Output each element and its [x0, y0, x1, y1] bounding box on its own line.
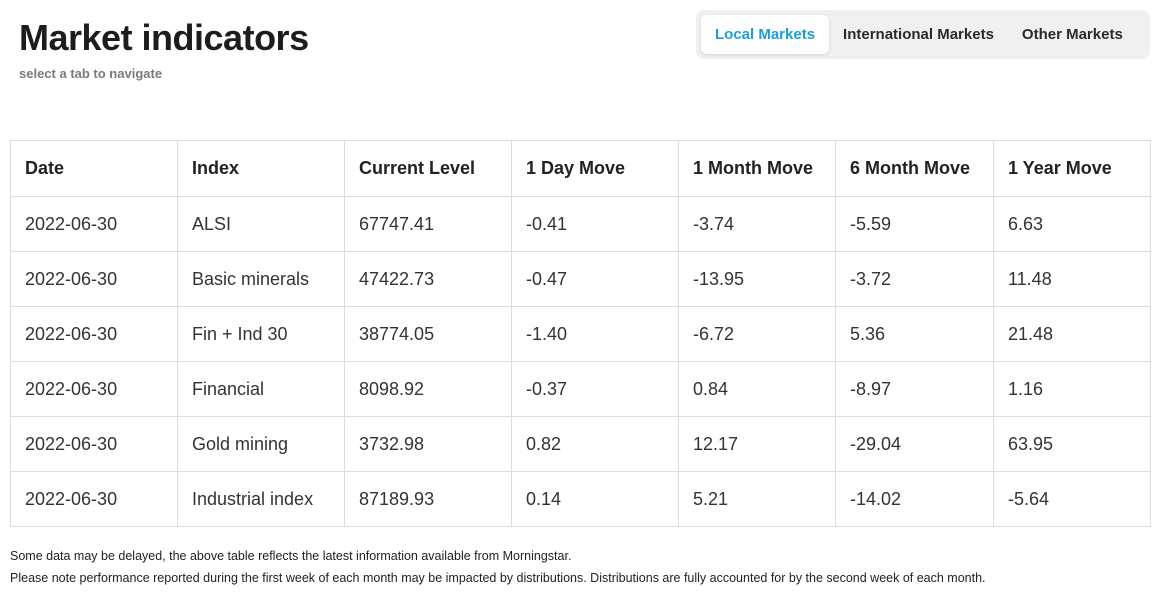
cell-1-day-move: -0.37	[511, 361, 679, 417]
cell-current-level: 38774.05	[344, 306, 512, 362]
table-row: 2022-06-30 ALSI 67747.41 -0.41 -3.74 -5.…	[10, 196, 1151, 252]
market-tab-bar: Local Markets International Markets Othe…	[696, 10, 1150, 59]
column-header-current-level: Current Level	[344, 140, 512, 197]
cell-date: 2022-06-30	[10, 471, 178, 527]
column-header-6-month-move: 6 Month Move	[835, 140, 994, 197]
cell-1-day-move: 0.82	[511, 416, 679, 472]
tab-international-markets[interactable]: International Markets	[843, 26, 994, 43]
cell-6-month-move: -14.02	[835, 471, 994, 527]
column-header-date: Date	[10, 140, 178, 197]
cell-1-month-move: -3.74	[678, 196, 836, 252]
cell-1-year-move: 21.48	[993, 306, 1151, 362]
cell-current-level: 47422.73	[344, 251, 512, 307]
cell-1-year-move: -5.64	[993, 471, 1151, 527]
footnote-data-delay: Some data may be delayed, the above tabl…	[10, 549, 572, 563]
footnote-distributions: Please note performance reported during …	[10, 571, 986, 585]
cell-index: ALSI	[177, 196, 345, 252]
page-subtitle: select a tab to navigate	[19, 66, 163, 81]
market-indicators-table: Date Index Current Level 1 Day Move 1 Mo…	[10, 140, 1151, 527]
cell-1-month-move: 5.21	[678, 471, 836, 527]
table-row: 2022-06-30 Gold mining 3732.98 0.82 12.1…	[10, 416, 1151, 472]
cell-1-day-move: -0.47	[511, 251, 679, 307]
cell-1-month-move: 0.84	[678, 361, 836, 417]
cell-1-year-move: 11.48	[993, 251, 1151, 307]
cell-1-year-move: 63.95	[993, 416, 1151, 472]
cell-index: Fin + Ind 30	[177, 306, 345, 362]
cell-1-month-move: -6.72	[678, 306, 836, 362]
tab-other-markets[interactable]: Other Markets	[1021, 26, 1123, 43]
cell-1-day-move: -1.40	[511, 306, 679, 362]
cell-6-month-move: -8.97	[835, 361, 994, 417]
cell-1-year-move: 1.16	[993, 361, 1151, 417]
cell-current-level: 8098.92	[344, 361, 512, 417]
cell-date: 2022-06-30	[10, 251, 178, 307]
table-header-row: Date Index Current Level 1 Day Move 1 Mo…	[10, 140, 1151, 197]
table-row: 2022-06-30 Financial 8098.92 -0.37 0.84 …	[10, 361, 1151, 417]
column-header-1-month-move: 1 Month Move	[678, 140, 836, 197]
table-body: 2022-06-30 ALSI 67747.41 -0.41 -3.74 -5.…	[10, 196, 1151, 527]
cell-date: 2022-06-30	[10, 196, 178, 252]
cell-1-month-move: 12.17	[678, 416, 836, 472]
cell-current-level: 67747.41	[344, 196, 512, 252]
cell-date: 2022-06-30	[10, 306, 178, 362]
cell-6-month-move: -5.59	[835, 196, 994, 252]
footnotes: Some data may be delayed, the above tabl…	[10, 545, 986, 589]
cell-1-day-move: 0.14	[511, 471, 679, 527]
cell-1-month-move: -13.95	[678, 251, 836, 307]
cell-1-year-move: 6.63	[993, 196, 1151, 252]
column-header-index: Index	[177, 140, 345, 197]
page-title: Market indicators	[19, 17, 309, 58]
cell-current-level: 87189.93	[344, 471, 512, 527]
cell-index: Gold mining	[177, 416, 345, 472]
table-row: 2022-06-30 Basic minerals 47422.73 -0.47…	[10, 251, 1151, 307]
cell-index: Industrial index	[177, 471, 345, 527]
market-indicators-table-container: Date Index Current Level 1 Day Move 1 Mo…	[10, 140, 1151, 527]
cell-index: Basic minerals	[177, 251, 345, 307]
cell-current-level: 3732.98	[344, 416, 512, 472]
cell-date: 2022-06-30	[10, 416, 178, 472]
cell-6-month-move: -3.72	[835, 251, 994, 307]
cell-date: 2022-06-30	[10, 361, 178, 417]
cell-1-day-move: -0.41	[511, 196, 679, 252]
table-row: 2022-06-30 Industrial index 87189.93 0.1…	[10, 471, 1151, 527]
cell-index: Financial	[177, 361, 345, 417]
cell-6-month-move: 5.36	[835, 306, 994, 362]
column-header-1-day-move: 1 Day Move	[511, 140, 679, 197]
cell-6-month-move: -29.04	[835, 416, 994, 472]
column-header-1-year-move: 1 Year Move	[993, 140, 1151, 197]
table-row: 2022-06-30 Fin + Ind 30 38774.05 -1.40 -…	[10, 306, 1151, 362]
tab-local-markets[interactable]: Local Markets	[701, 15, 830, 54]
